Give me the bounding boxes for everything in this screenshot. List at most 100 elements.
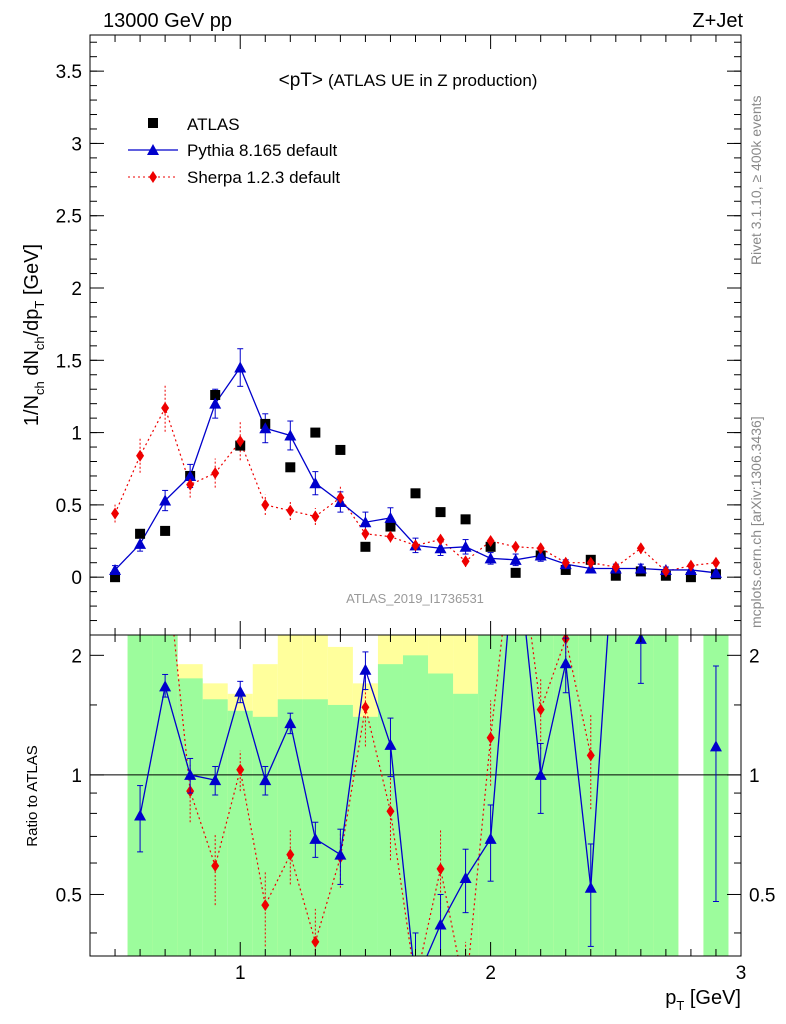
atlas-point (210, 390, 221, 400)
sherpa-point (136, 449, 145, 462)
pythia-point (459, 540, 472, 552)
sherpa-point (661, 565, 670, 578)
sherpa-point (236, 435, 245, 448)
legend-atlas-label: ATLAS (187, 115, 240, 134)
sherpa-point (361, 527, 370, 540)
ratio-green-band (402, 655, 429, 956)
ratio-green-band (628, 635, 654, 956)
pythia-point (359, 516, 372, 528)
pythia-ratio-point (434, 918, 447, 930)
sherpa-point (111, 507, 120, 520)
sherpa-point (211, 467, 220, 480)
pythia-point (484, 552, 497, 564)
ratio-y-tick-label: 0.5 (56, 885, 82, 906)
ratio-green-band (352, 716, 378, 956)
legend-sherpa-marker (149, 171, 157, 183)
sherpa-point (186, 478, 195, 491)
main-y-tick-label: 2.5 (56, 207, 82, 228)
legend-atlas-marker (148, 118, 158, 128)
ratio-green-band (277, 699, 303, 956)
ratio-y-tick-label-right: 0.5 (749, 885, 775, 906)
ratio-y-tick-label-right: 2 (749, 646, 760, 667)
sherpa-point (336, 491, 345, 504)
pythia-point (134, 537, 147, 549)
atlas-point (360, 541, 371, 552)
sherpa-point (161, 402, 170, 415)
pythia-ratio-point (359, 663, 372, 675)
atlas-point (160, 525, 171, 536)
sherpa-ratio-point (136, 591, 144, 603)
pythia-ratio-point (610, 509, 622, 520)
ratio-green-band (252, 716, 278, 956)
sherpa-ratio-point (311, 935, 320, 948)
ratio-y-tick-label-right: 1 (749, 766, 760, 787)
atlas-point (135, 528, 146, 539)
sherpa-ratio-point (586, 749, 595, 762)
atlas-point (610, 570, 621, 581)
pythia-ratio-point (584, 881, 597, 893)
ratio-green-band (202, 699, 228, 956)
pythia-ratio-point (709, 740, 722, 752)
sherpa-point (711, 556, 720, 569)
sherpa-ratio-point (286, 848, 295, 861)
ratio-green-band (503, 635, 529, 956)
atlas-point (410, 488, 421, 499)
pythia-ratio-point (309, 832, 322, 844)
main-y-tick-label: 2 (71, 279, 82, 300)
sherpa-ratio-point (412, 977, 420, 989)
main-y-tick-label: 1.5 (56, 351, 82, 372)
sherpa-point (486, 535, 495, 548)
main-y-tick-label: 3 (71, 134, 82, 155)
pythia-point (259, 422, 272, 434)
sherpa-point (561, 556, 570, 569)
pythia-ratio-point (534, 768, 547, 780)
ratio-green-band (653, 635, 679, 956)
sherpa-ratio-point (386, 805, 395, 818)
ratio-panel-axes: 0.5 0.5 1 1 2 2 1 2 3 (56, 635, 775, 984)
ratio-x-tick-label: 3 (736, 963, 747, 984)
sherpa-ratio-point (512, 509, 520, 521)
ratio-green-band (603, 635, 629, 956)
ratio-x-tick-label: 1 (235, 963, 246, 984)
pythia-ratio-point (559, 657, 572, 669)
main-y-tick-label: 0.5 (56, 496, 82, 517)
pythia-point (234, 361, 247, 373)
legend-sherpa-label: Sherpa 1.2.3 default (187, 168, 340, 187)
sherpa-point (511, 540, 520, 553)
chart-subtitle: (ATLAS UE in Z production) (328, 71, 537, 90)
pythia-point (109, 563, 122, 575)
pythia-ratio-point (284, 717, 297, 729)
pythia-ratio-point (209, 774, 222, 786)
rivet-label: Rivet 3.1.10, ≥ 400k events (748, 95, 764, 265)
energy-label: 13000 GeV pp (103, 10, 232, 32)
atlas-point (285, 462, 296, 473)
analysis-id: ATLAS_2019_I1736531 (346, 591, 484, 606)
main-y-tick-label: 0 (71, 568, 82, 589)
pythia-point (209, 397, 222, 409)
atlas-point (685, 572, 696, 583)
sherpa-ratio-point (211, 859, 220, 872)
ratio-green-band (227, 710, 253, 956)
pythia-ratio-point (234, 685, 247, 697)
pythia-ratio-point (134, 809, 147, 821)
pythia-ratio-point (384, 738, 397, 750)
pythia-ratio-point (459, 872, 472, 884)
pythia-point (184, 469, 197, 481)
sherpa-point (436, 533, 445, 546)
pythia-point (709, 566, 722, 578)
ratio-y-axis-label: Ratio to ATLAS (24, 745, 41, 846)
ratio-y-tick-label: 1 (71, 766, 82, 787)
pythia-point (284, 429, 297, 441)
sherpa-point (586, 556, 595, 569)
process-label: Z+Jet (692, 10, 743, 32)
sherpa-point (286, 504, 295, 517)
legend-pythia-label: Pythia 8.165 default (187, 141, 338, 160)
main-panel-axes: 0 0.5 1 1.5 2 2.5 3 3.5 (56, 35, 742, 635)
pythia-ratio-point (410, 977, 422, 988)
sherpa-point (311, 510, 320, 523)
atlas-point (460, 514, 471, 525)
legend-pythia-marker (147, 144, 159, 155)
pythia-point (534, 549, 547, 561)
atlas-point (385, 521, 396, 532)
sherpa-point (386, 530, 395, 543)
